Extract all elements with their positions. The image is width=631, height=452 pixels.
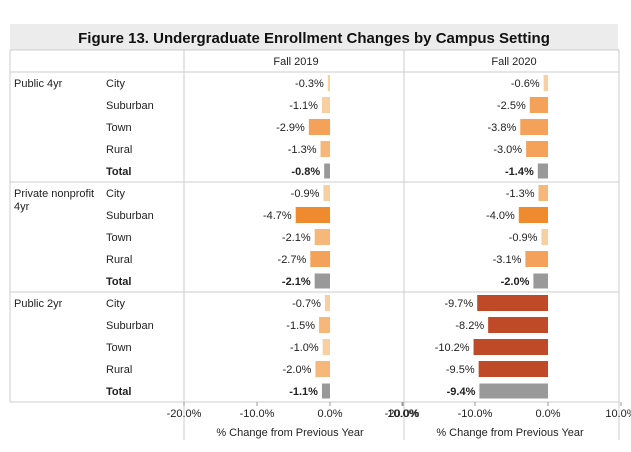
bar [327, 75, 330, 91]
row-label: Town [106, 342, 132, 354]
bar [319, 317, 330, 333]
bar [315, 361, 330, 377]
row-label: City [106, 188, 125, 200]
bar [537, 163, 548, 179]
panel-header-fall-2019: Fall 2019 [273, 56, 318, 68]
group-label: Private nonprofit [14, 188, 94, 200]
data-label: -2.7% [278, 254, 307, 266]
x-tick-label: -10.0% [458, 408, 493, 420]
data-label: -3.1% [493, 254, 522, 266]
data-label: -1.3% [288, 144, 317, 156]
bar [324, 163, 330, 179]
bar [322, 339, 330, 355]
group-label: Public 2yr [14, 298, 63, 310]
row-label-layer: Public 4yr City Suburban Town Rural Total Priv… [14, 78, 154, 398]
data-label: -0.9% [291, 188, 320, 200]
group-label: 4yr [14, 201, 30, 213]
bar [538, 185, 548, 201]
row-label: Total [106, 386, 131, 398]
row-label: Total [106, 166, 131, 178]
data-label: -1.1% [289, 386, 318, 398]
bar [520, 119, 548, 135]
bar [488, 317, 548, 333]
bar [518, 207, 548, 223]
data-label: -3.0% [493, 144, 522, 156]
data-label: -2.0% [283, 364, 312, 376]
data-label: -0.6% [511, 78, 540, 90]
data-label: -1.3% [506, 188, 535, 200]
row-label: Total [106, 276, 131, 288]
x-tick-label: -10.0% [240, 408, 275, 420]
row-label: Town [106, 122, 132, 134]
chart-title: Figure 13. Undergraduate Enrollment Chan… [78, 30, 550, 47]
x-axis-title-fall-2020: % Change from Previous Year [436, 427, 584, 439]
data-label: -3.8% [488, 122, 517, 134]
data-label: -1.0% [290, 342, 319, 354]
data-label: -2.1% [282, 232, 311, 244]
bar [320, 141, 330, 157]
bar [533, 273, 548, 289]
x-tick-label: 0.0% [317, 408, 342, 420]
bar [310, 251, 330, 267]
row-label: Suburban [106, 210, 154, 222]
data-label: -0.9% [509, 232, 538, 244]
data-label: -1.5% [286, 320, 315, 332]
bar [308, 119, 330, 135]
bar [473, 339, 548, 355]
bar [525, 251, 548, 267]
data-label: -9.5% [446, 364, 475, 376]
data-label: -2.0% [501, 276, 530, 288]
x-tick-label: 10.0% [387, 408, 418, 420]
title-band [10, 24, 618, 50]
row-label: Rural [106, 144, 132, 156]
bar [479, 383, 548, 399]
data-label: -8.2% [455, 320, 484, 332]
bar [314, 229, 330, 245]
bar [295, 207, 330, 223]
data-label: -4.0% [486, 210, 515, 222]
grid-layer [9, 49, 620, 440]
panel-header-fall-2020: Fall 2020 [491, 56, 536, 68]
data-label: -9.4% [447, 386, 476, 398]
bar [323, 185, 330, 201]
bar-layer: -0.3% -0.6% -1.1% -2.5% -2.9% -3.8% -1.3% -3.0%… [263, 75, 548, 399]
row-label: Rural [106, 254, 132, 266]
bar [478, 361, 548, 377]
data-label: -2.1% [282, 276, 311, 288]
bar [314, 273, 330, 289]
bar [526, 141, 548, 157]
row-label: City [106, 78, 125, 90]
x-tick-label: 10.0% [605, 408, 631, 420]
data-label: -2.5% [497, 100, 526, 112]
row-label: Suburban [106, 320, 154, 332]
data-label: -9.7% [444, 298, 473, 310]
data-label: -0.7% [292, 298, 321, 310]
x-tick-label: -20.0% [385, 408, 420, 420]
bar [324, 295, 330, 311]
bar [529, 97, 548, 113]
data-label: -0.8% [291, 166, 320, 178]
data-label: -1.4% [505, 166, 534, 178]
row-label: City [106, 298, 125, 310]
x-tick-label: -20.0% [167, 408, 202, 420]
row-label: Suburban [106, 100, 154, 112]
bar [543, 75, 548, 91]
x-axis-title-fall-2019: % Change from Previous Year [216, 427, 364, 439]
data-label: -1.1% [289, 100, 318, 112]
bar [541, 229, 548, 245]
x-tick-label: 0.0% [535, 408, 560, 420]
data-label: -2.9% [276, 122, 305, 134]
bar [321, 97, 330, 113]
data-label: -4.7% [263, 210, 292, 222]
group-label: Public 4yr [14, 78, 63, 90]
axis-layer: -20.0% -10.0% 0.0% 10.0%-20.0% -10.0% 0.0% 10.… [167, 402, 631, 420]
data-label: -0.3% [295, 78, 324, 90]
row-label: Rural [106, 364, 132, 376]
bar [321, 383, 330, 399]
data-label: -10.2% [435, 342, 470, 354]
bar [477, 295, 548, 311]
row-label: Town [106, 232, 132, 244]
